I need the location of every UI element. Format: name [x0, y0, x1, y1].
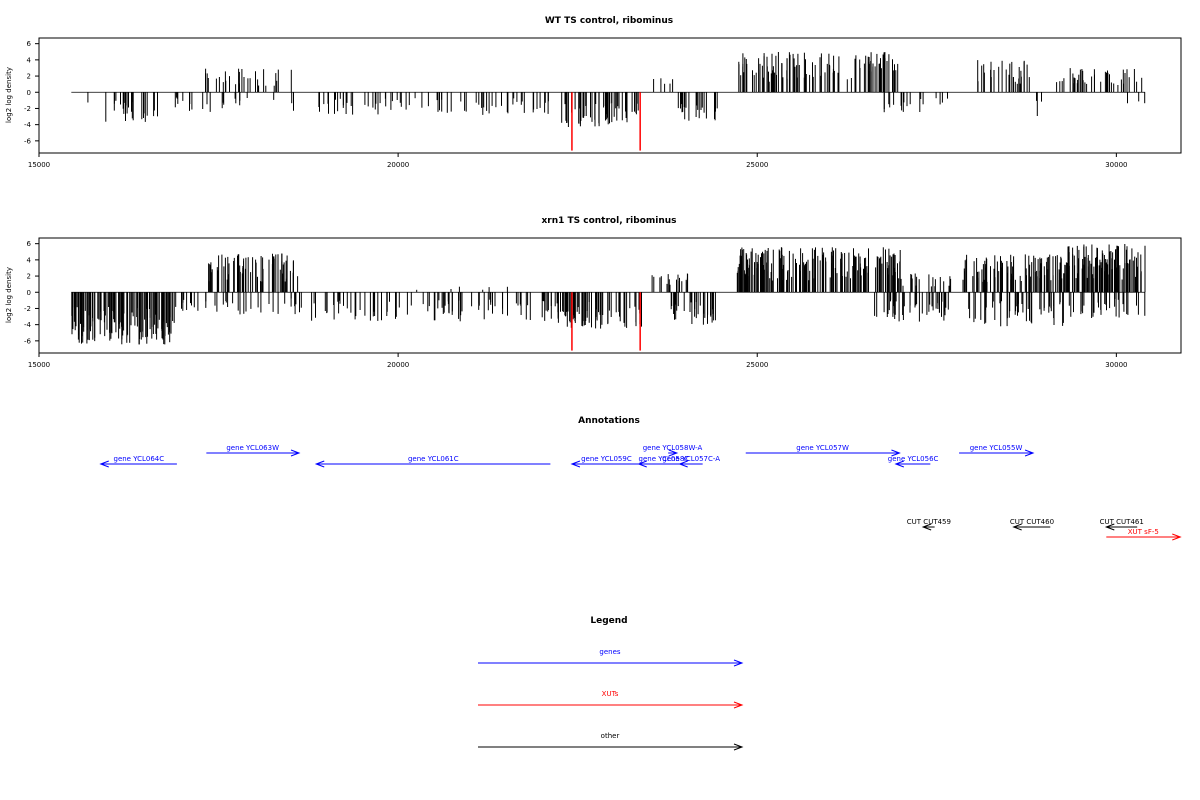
annotation-xut: XUT sF-5: [1106, 528, 1182, 541]
annotation-arrow-head: [1104, 523, 1115, 531]
annotation-gene: gene YCL061C: [314, 455, 551, 468]
x-axis: 15000 20000 25000 30000: [28, 353, 1127, 369]
x-tick-label: 15000: [28, 161, 50, 169]
x-tick-label: 30000: [1105, 161, 1127, 169]
legend-items: genes XUTs other: [478, 648, 744, 751]
highlight-lines: [571, 292, 641, 351]
annotation-label: gene YCL063W: [226, 444, 279, 452]
y-tick-label: -4: [24, 121, 32, 129]
y-axis-label: log2 log density: [5, 267, 13, 323]
annotation-arrow-head: [891, 449, 901, 457]
y-tick-label: -4: [24, 321, 32, 329]
legend-arrow-head: [733, 743, 744, 751]
bars: [71, 244, 1146, 345]
annotation-arrow-head: [1172, 533, 1182, 541]
annotation-label: CUT CUT461: [1100, 518, 1144, 526]
legend-item-other: other: [478, 732, 744, 751]
annotation-arrow-head: [894, 460, 905, 468]
y-tick-label: -6: [24, 137, 32, 145]
y-tick-label: 4: [27, 56, 32, 64]
y-tick-label: 2: [27, 273, 31, 281]
annotation-gene: gene YCL064C: [99, 455, 177, 468]
legend-label: genes: [599, 648, 620, 656]
legend-arrow-head: [733, 701, 744, 709]
x-axis: 15000 20000 25000 30000: [28, 153, 1127, 169]
legend-arrow-head: [733, 659, 744, 667]
annotation-label: gene YCL057C-A: [662, 455, 720, 463]
annotation-arrow-head: [290, 449, 301, 457]
annotation-label: gene YCL057W: [796, 444, 849, 452]
x-tick-label: 20000: [387, 361, 409, 369]
plot-frame: [38, 37, 1182, 154]
annotation-arrow-head: [668, 449, 679, 457]
legend: Legend genes XUTs other: [478, 616, 744, 751]
legend-label: XUTs: [602, 690, 619, 698]
bars: [71, 52, 1146, 127]
legend-item-xut: XUTs: [478, 690, 744, 709]
y-tick-label: -2: [24, 305, 31, 313]
highlight-lines: [571, 92, 641, 151]
annotation-other: CUT CUT459: [907, 518, 951, 531]
annotation-label: CUT CUT460: [1010, 518, 1054, 526]
annotation-label: gene YCL058W-A: [643, 444, 703, 452]
annotation-gene: gene YCL059C: [570, 455, 641, 468]
panel-title: xrn1 TS control, ribominus: [541, 216, 676, 226]
annotation-gene: gene YCL055W: [959, 444, 1035, 457]
annotation-gene: gene YCL057W: [745, 444, 901, 457]
y-tick-label: 6: [27, 240, 32, 248]
y-axis: -6 -4 -2 0 2 4 6: [24, 240, 39, 345]
panel-title: WT TS control, ribominus: [545, 16, 673, 26]
annotation-label: gene YCL061C: [408, 455, 459, 463]
annotations-title: Annotations: [578, 416, 640, 426]
x-tick-label: 30000: [1105, 361, 1127, 369]
annotation-arrow-head: [314, 460, 325, 468]
annotation-arrow-head: [99, 460, 109, 468]
y-tick-label: 0: [27, 89, 31, 97]
x-tick-label: 25000: [746, 361, 768, 369]
annotation-arrow-head: [637, 460, 647, 468]
x-tick-label: 15000: [28, 361, 50, 369]
y-tick-label: 6: [27, 40, 32, 48]
annotation-features: gene YCL064C gene YCL063W gene YCL061C gene…: [99, 444, 1182, 541]
annotation-gene: gene YCL056C: [888, 455, 939, 468]
x-tick-label: 25000: [746, 161, 768, 169]
plot-frame: [38, 237, 1182, 354]
y-tick-label: -2: [24, 105, 31, 113]
annotation-label: gene YCL056C: [888, 455, 939, 463]
annotation-label: gene YCL058C: [639, 455, 690, 463]
panel-xrn1: xrn1 TS control, ribominus log2 log dens…: [5, 216, 1182, 369]
annotation-label: gene YCL064C: [114, 455, 165, 463]
y-tick-label: 0: [27, 289, 31, 297]
annotation-other: CUT CUT460: [1010, 518, 1054, 531]
annotation-label: gene YCL059C: [581, 455, 632, 463]
y-tick-label: -6: [24, 337, 32, 345]
panel-wt: WT TS control, ribominus log2 log densit…: [5, 16, 1182, 169]
annotation-arrow-head: [1024, 449, 1035, 457]
annotation-arrow-head: [570, 460, 581, 468]
annotation-label: CUT CUT459: [907, 518, 951, 526]
annotation-arrow-head: [678, 460, 688, 468]
y-tick-label: 2: [27, 73, 31, 81]
y-tick-label: 4: [27, 256, 32, 264]
x-tick-label: 20000: [387, 161, 409, 169]
y-axis: -6 -4 -2 0 2 4 6: [24, 40, 39, 145]
annotation-gene: gene YCL057C-A: [662, 455, 720, 468]
annotation-arrow-head: [1012, 523, 1022, 531]
annotation-label: gene YCL055W: [970, 444, 1023, 452]
annotation-other: CUT CUT461: [1100, 518, 1144, 531]
annotation-gene: gene YCL058W-A: [643, 444, 703, 457]
y-axis-label: log2 log density: [5, 67, 13, 123]
annotation-gene: gene YCL063W: [206, 444, 301, 457]
annotation-arrow-head: [921, 523, 932, 531]
legend-item-gene: genes: [478, 648, 744, 667]
legend-label: other: [601, 732, 620, 740]
annotation-label: XUT sF-5: [1128, 528, 1159, 536]
legend-title: Legend: [590, 616, 627, 626]
